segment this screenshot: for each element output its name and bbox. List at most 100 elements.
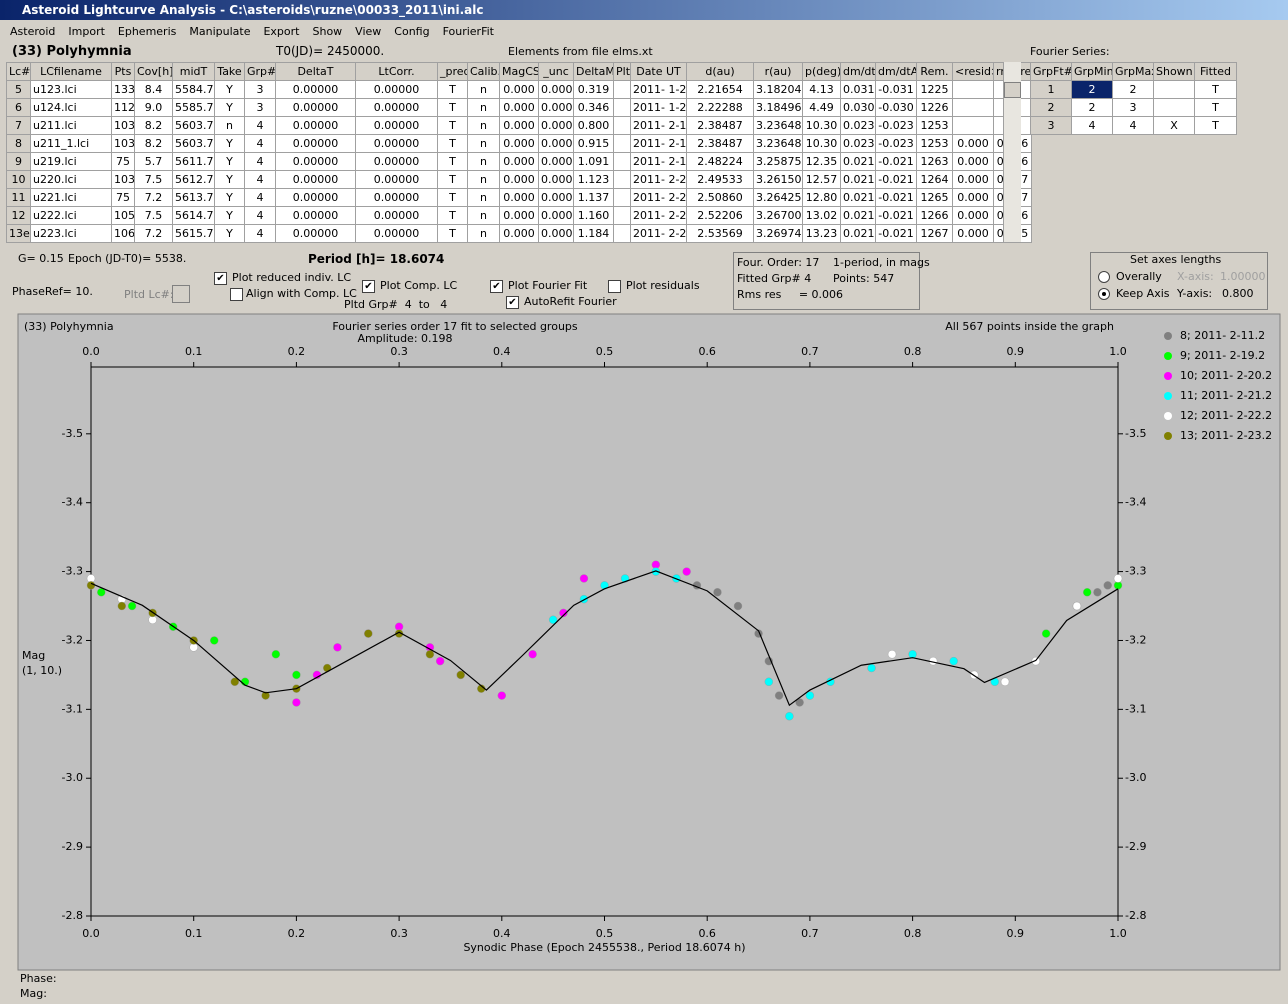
data-point — [230, 677, 239, 686]
object-name: (33) Polyhymnia — [12, 44, 132, 59]
menu-item[interactable]: Export — [263, 25, 300, 38]
y-tick-label: -3.0 — [1125, 771, 1146, 784]
period-label: Period [h]= 18.6074 — [308, 252, 445, 266]
column-header: midT — [172, 62, 215, 81]
cell: 2.21654 — [686, 80, 754, 99]
info-text: Rms res = 0.006 — [737, 288, 844, 301]
y-axis-value[interactable]: 0.800 — [1222, 287, 1254, 300]
y-axis-label: (1, 10.) — [22, 664, 62, 677]
cell: n — [467, 224, 500, 243]
cell: 7.2 — [134, 224, 173, 243]
data-point — [1041, 629, 1051, 638]
column-header: dm/dt — [840, 62, 876, 81]
cell: 2011- 1-23.2 — [630, 80, 687, 99]
radio[interactable] — [1098, 288, 1110, 300]
menu-item[interactable]: Show — [312, 25, 343, 38]
spinner[interactable] — [172, 285, 190, 303]
cell: 0.346 — [573, 98, 614, 117]
x-axis-value[interactable]: 1.00000 — [1220, 270, 1266, 283]
cell: 103 — [111, 134, 135, 153]
data-point — [548, 615, 558, 625]
t0-label: T0(JD)= 2450000. — [276, 44, 385, 58]
menu-item[interactable]: FourierFit — [442, 25, 494, 38]
y-tick-label: -2.8 — [1125, 909, 1146, 922]
x-tick-label: 0.2 — [288, 927, 306, 940]
axes-box — [1090, 252, 1268, 310]
cell: 1.184 — [573, 224, 614, 243]
axes-title: Set axes lengths — [1130, 253, 1222, 266]
cell: 0.00000 — [355, 152, 438, 171]
x-tick-label: 0.9 — [1007, 345, 1025, 358]
y-tick-label: -3.1 — [62, 702, 83, 715]
status-phase: Phase: — [20, 972, 57, 985]
cell: 0.000 — [499, 152, 539, 171]
cell: 1 — [1030, 80, 1072, 99]
checkbox[interactable]: ✔ — [214, 272, 227, 285]
menu-item[interactable]: View — [355, 25, 382, 38]
cell: -0.030 — [875, 98, 917, 117]
data-point — [261, 691, 270, 700]
checkbox-label: AutoRefit Fourier — [524, 295, 617, 308]
menu-item[interactable]: Asteroid — [10, 25, 56, 38]
y-tick-label: -3.2 — [1125, 633, 1146, 646]
cell: 0.00000 — [275, 152, 356, 171]
menu-item[interactable]: Ephemeris — [117, 25, 177, 38]
y-tick-label: -3.1 — [1125, 702, 1146, 715]
chart-subtitle: Fourier series order 17 fit to selected … — [332, 320, 578, 333]
column-header: r(au) — [753, 62, 803, 81]
menu-item[interactable]: Config — [394, 25, 430, 38]
fourier-table: GrpFt#GrpMinGrpMaxShownFitted122T223T344… — [1030, 62, 1237, 135]
annotation: Amplitude: 0.198 — [357, 332, 452, 345]
checkbox[interactable]: ✔ — [362, 280, 375, 293]
cell: 0.000 — [538, 206, 574, 225]
cell: 1253 — [916, 116, 953, 135]
cell: 2011- 2-22.2 — [630, 206, 687, 225]
x-tick-label: 0.7 — [801, 927, 819, 940]
scrollbar[interactable] — [1003, 62, 1021, 242]
menu-item[interactable]: Import — [68, 25, 105, 38]
cell: 5585.7 — [172, 98, 215, 117]
info-text: Points: 547 — [833, 272, 895, 285]
data-point — [795, 698, 804, 707]
data-point — [1093, 588, 1102, 597]
info-text: Fitted Grp# 4 — [737, 272, 812, 285]
checkbox[interactable] — [230, 288, 243, 301]
info-text: 1-period, in mags — [833, 256, 930, 269]
radio[interactable] — [1098, 271, 1110, 283]
checkbox[interactable]: ✔ — [490, 280, 503, 293]
x-axis-label: Synodic Phase (Epoch 2455538., Period 18… — [463, 941, 745, 954]
cell: 13e — [6, 224, 31, 243]
x-tick-label: 0.0 — [82, 345, 100, 358]
legend-marker — [1164, 392, 1172, 400]
data-point — [1103, 581, 1112, 590]
x-tick-label: 0.5 — [596, 345, 614, 358]
checkbox-label: Plot Comp. LC — [380, 279, 458, 292]
cell: 2.53569 — [686, 224, 754, 243]
checkbox[interactable] — [608, 280, 621, 293]
x-tick-label: 1.0 — [1109, 927, 1127, 940]
checkbox[interactable]: ✔ — [506, 296, 519, 309]
y-tick-label: -2.8 — [62, 909, 83, 922]
data-point — [210, 636, 219, 645]
y-tick-label: -2.9 — [1125, 840, 1146, 853]
column-header: Fitted — [1194, 62, 1237, 81]
x-tick-label: 0.6 — [698, 927, 716, 940]
y-tick-label: -3.5 — [1125, 427, 1146, 440]
pltd-grp: Pltd Grp# 4 to 4 — [344, 298, 448, 311]
pltd-lc-label: Pltd Lc#: — [124, 288, 174, 301]
data-point — [394, 629, 404, 638]
column-header: DeltaT — [275, 62, 356, 81]
data-point — [528, 650, 537, 659]
cell: 6 — [6, 98, 31, 117]
menu-item[interactable]: Manipulate — [189, 25, 251, 38]
cell: 0.000 — [538, 80, 574, 99]
x-tick-label: 0.4 — [493, 927, 511, 940]
cell: 2011- 2-11.2 — [630, 134, 687, 153]
data-point — [764, 677, 774, 686]
legend-label: 8; 2011- 2-11.2 — [1180, 329, 1265, 342]
column-header: DeltaM — [573, 62, 614, 81]
y-tick-label: -3.5 — [62, 427, 83, 440]
cell: 0.021 — [840, 170, 876, 189]
